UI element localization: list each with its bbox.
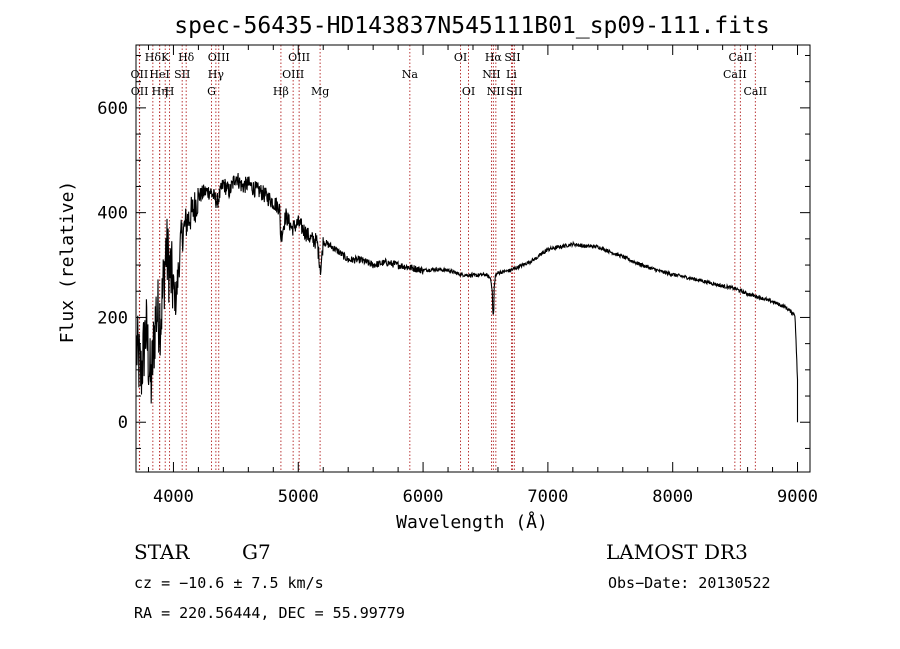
line-label-27: CaII bbox=[743, 85, 767, 98]
y-tick-label: 600 bbox=[97, 99, 128, 119]
line-label-10: Hγ bbox=[208, 68, 225, 81]
spectral-line-markers bbox=[138, 45, 756, 472]
spectral-line-labels: Hδ OII OII K HeI HηH Hδ SII OIII Hγ G Hβ OIII OIII Mg N… bbox=[131, 51, 768, 98]
line-label-21: NII bbox=[482, 68, 500, 81]
line-label-16: Na bbox=[402, 68, 419, 81]
x-axis-label: Wavelength (Å) bbox=[396, 511, 548, 533]
x-tick-label: 5000 bbox=[278, 487, 319, 507]
x-tick-label: 7000 bbox=[527, 487, 568, 507]
line-label-1: OII bbox=[131, 68, 149, 81]
survey-name: LAMOST DR3 bbox=[606, 540, 748, 564]
chart-title: spec-56435-HD143837N545111B01_sp09-111.f… bbox=[174, 13, 769, 39]
line-label-17: OI bbox=[454, 51, 467, 64]
line-label-6: H bbox=[165, 85, 175, 98]
line-label-14: OIII bbox=[282, 68, 304, 81]
x-tick-label: 9000 bbox=[777, 487, 818, 507]
line-label-13: OIII bbox=[288, 51, 310, 64]
line-label-0: Hδ bbox=[145, 51, 162, 64]
redshift-text: cz = −10.6 ± 7.5 km/s bbox=[134, 574, 324, 592]
line-label-24: SII bbox=[506, 85, 522, 98]
x-tick-label: 8000 bbox=[652, 487, 693, 507]
object-subclass: G7 bbox=[242, 540, 271, 564]
x-axis-ticks: 4000 5000 6000 7000 8000 9000 bbox=[147, 45, 818, 507]
line-label-12: Hβ bbox=[273, 85, 289, 98]
line-label-11: G bbox=[207, 85, 216, 98]
line-label-9: OIII bbox=[208, 51, 230, 64]
y-axis-label: Flux (relative) bbox=[57, 181, 78, 344]
y-tick-label: 400 bbox=[97, 204, 128, 224]
line-label-5: Hη bbox=[152, 85, 168, 98]
y-tick-label: 200 bbox=[97, 308, 128, 328]
y-axis-ticks: 0 200 400 600 bbox=[97, 54, 810, 449]
line-label-20: SII bbox=[504, 51, 520, 64]
line-label-3: K bbox=[161, 51, 170, 64]
line-label-26: CaII bbox=[723, 68, 747, 81]
line-label-18: OI bbox=[462, 85, 475, 98]
plot-frame bbox=[135, 44, 811, 473]
y-tick-label: 0 bbox=[118, 413, 128, 433]
x-tick-label: 4000 bbox=[153, 487, 194, 507]
line-label-8: SII bbox=[174, 68, 190, 81]
line-label-19: Hα bbox=[485, 51, 503, 64]
line-label-22: Li bbox=[506, 68, 517, 81]
object-class: STAR bbox=[134, 540, 190, 564]
line-label-7: Hδ bbox=[178, 51, 195, 64]
line-label-2: OII bbox=[131, 85, 149, 98]
coordinates: RA = 220.56444, DEC = 55.99779 bbox=[134, 604, 405, 622]
line-label-23: NII bbox=[487, 85, 505, 98]
spectrum-series-flux bbox=[136, 172, 799, 423]
obs-date: Obs−Date: 20130522 bbox=[608, 574, 771, 592]
line-label-4: HeI bbox=[149, 68, 169, 81]
x-tick-label: 6000 bbox=[403, 487, 444, 507]
line-label-15: Mg bbox=[311, 85, 329, 98]
line-label-25: CaII bbox=[729, 51, 753, 64]
